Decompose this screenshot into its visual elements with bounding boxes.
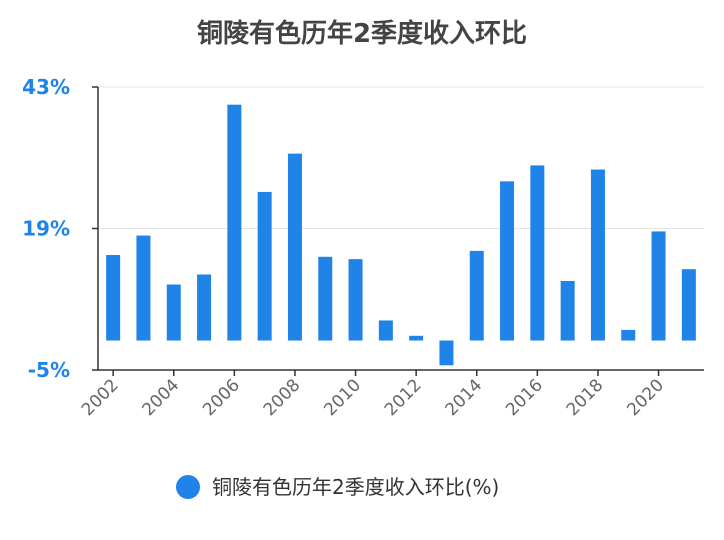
x-tick-label: 2020 bbox=[623, 375, 668, 420]
bar-2016[interactable] bbox=[530, 165, 545, 341]
legend-marker bbox=[176, 475, 200, 499]
bar-2003[interactable] bbox=[136, 235, 151, 341]
bar-2021[interactable] bbox=[681, 269, 696, 341]
legend-label: 铜陵有色历年2季度收入环比(%) bbox=[212, 475, 499, 499]
y-tick-label: 19% bbox=[22, 217, 70, 241]
x-tick-label: 2016 bbox=[502, 375, 547, 420]
bar-series bbox=[106, 104, 696, 366]
bar-2018[interactable] bbox=[590, 169, 605, 341]
x-axis-ticks: 2002 2004 2006 2008 2010 2012 2014 2016 2018 2020 bbox=[78, 370, 668, 420]
bar-2014[interactable] bbox=[469, 250, 484, 341]
bar-2008[interactable] bbox=[287, 153, 302, 341]
x-tick-label: 2002 bbox=[78, 375, 123, 420]
y-tick-label: 43% bbox=[22, 75, 70, 99]
x-tick-label: 2004 bbox=[139, 375, 184, 420]
y-tick-label: -5% bbox=[28, 358, 70, 382]
x-tick-label: 2010 bbox=[320, 375, 365, 420]
bar-2002[interactable] bbox=[106, 255, 121, 341]
bar-2019[interactable] bbox=[621, 329, 636, 341]
bar-2017[interactable] bbox=[560, 280, 575, 341]
bar-2007[interactable] bbox=[257, 191, 272, 341]
bar-2012[interactable] bbox=[409, 335, 424, 341]
x-tick-label: 2014 bbox=[442, 375, 487, 420]
legend[interactable]: 铜陵有色历年2季度收入环比(%) bbox=[176, 475, 499, 499]
bar-2005[interactable] bbox=[197, 274, 212, 341]
grid-lines bbox=[98, 86, 704, 371]
bar-2010[interactable] bbox=[348, 259, 363, 341]
bar-2011[interactable] bbox=[378, 320, 393, 341]
bar-2006[interactable] bbox=[227, 104, 242, 341]
x-tick-label: 2006 bbox=[199, 375, 244, 420]
bar-2004[interactable] bbox=[166, 284, 181, 341]
bar-2013[interactable] bbox=[439, 340, 454, 366]
x-tick-label: 2008 bbox=[260, 375, 305, 420]
x-tick-label: 2018 bbox=[563, 375, 608, 420]
bar-2015[interactable] bbox=[500, 181, 515, 341]
y-axis-ticks: 43% 19% -5% bbox=[22, 75, 98, 382]
x-tick-label: 2012 bbox=[381, 375, 426, 420]
bar-2009[interactable] bbox=[318, 256, 333, 341]
bar-2020[interactable] bbox=[651, 231, 666, 341]
chart-title: 铜陵有色历年2季度收入环比 bbox=[197, 18, 527, 49]
